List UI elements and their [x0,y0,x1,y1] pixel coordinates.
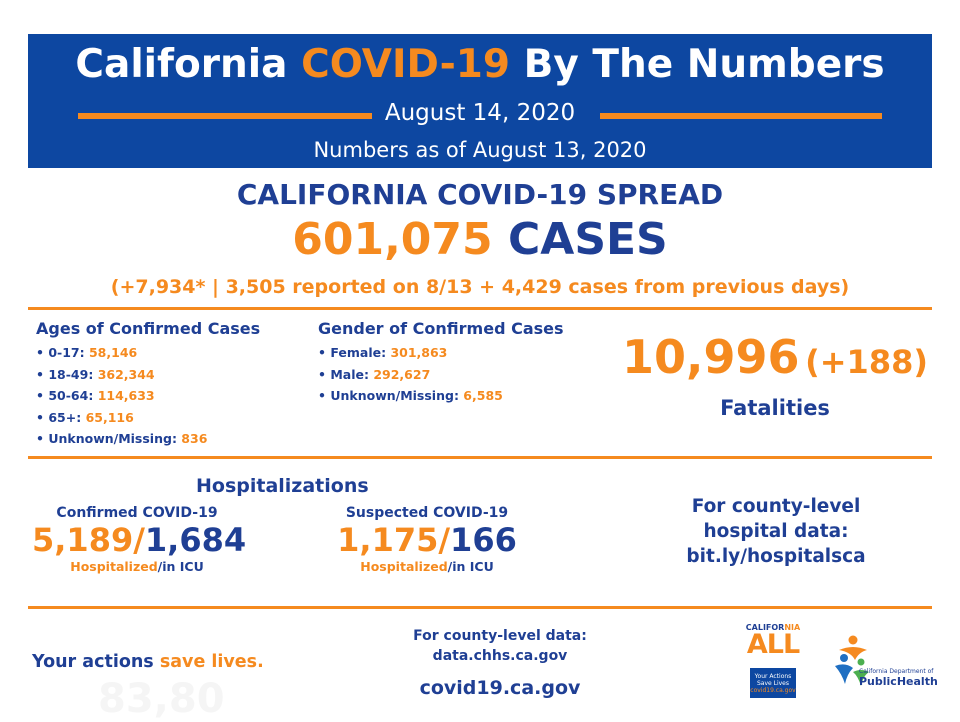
suspected-caption: Hospitalized/in ICU [360,559,494,574]
county-data-line1: For county-level data: [413,628,587,644]
county-hospital-line2: hospital data: [703,521,849,542]
list-item: • 18-49: 362,344 [36,366,155,382]
cases-total: 601,075 CASES [0,214,960,265]
divider [28,606,932,609]
county-data-link[interactable]: data.chhs.ca.gov [432,648,568,664]
confirmed-hosp: Confirmed COVID-19 5,189/1,684 Hospitali… [32,505,247,574]
gender-section: Gender of Confirmed Cases • Female: 301,… [318,319,564,407]
logo-tagline-box: Your Actions Save Lives covid19.ca.gov [750,668,796,698]
suspected-figures: 1,175/166 [337,521,517,559]
people-figures-icon [835,635,869,686]
list-item: • Female: 301,863 [318,345,448,360]
list-item: • Unknown/Missing: 836 [36,431,208,446]
header-banner: California COVID-19 By The Numbers Augus… [28,34,932,168]
gender-list: • Female: 301,863 • Male: 292,627 • Unkn… [318,342,564,407]
california-all-logo: CALIFORNIA ALL Your Actions Save Lives c… [743,623,803,699]
cases-detail: (+7,934* | 3,505 reported on 8/13 + 4,42… [110,276,850,298]
title-highlight: COVID-19 [301,42,511,87]
list-item: • 65+: 65,116 [36,409,134,425]
list-item: • 50-64: 114,633 [36,388,155,403]
report-date: August 14, 2020 [384,100,576,126]
data-as-of: Numbers as of August 13, 2020 [313,138,647,162]
suspected-subtitle: Suspected COVID-19 [345,505,509,521]
list-item: • Unknown/Missing: 6,585 [318,388,503,403]
gender-title: Gender of Confirmed Cases [318,319,564,338]
list-item: • Male: 292,627 [318,366,431,382]
slogan: Your actions save lives. [32,652,264,672]
fatalities-label: Fatalities [720,396,830,420]
divider [28,456,932,459]
suspected-hosp: Suspected COVID-19 1,175/166 Hospitalize… [322,505,532,574]
county-hospital-info: For county-level hospital data: bit.ly/h… [640,494,912,569]
spread-title: CALIFORNIA COVID-19 SPREAD [236,178,724,211]
county-data-info: For county-level data: data.chhs.ca.gov [380,626,620,666]
divider [28,307,932,310]
hospitalizations-title: Hospitalizations [196,475,369,497]
all-wordmark: ALL [746,629,800,660]
ages-title: Ages of Confirmed Cases [36,319,261,338]
ages-section: Ages of Confirmed Cases • 0-17: 58,146 •… [36,319,260,450]
cases-label: CASES [507,214,668,265]
hospital-data-link[interactable]: bit.ly/hospitalsca [686,546,866,567]
page-title: California COVID-19 By The Numbers [75,42,885,87]
fatalities-change: (+188) [805,343,928,381]
list-item: • 0-17: 58,146 [36,345,138,360]
website-link[interactable]: covid19.ca.gov [419,677,581,699]
confirmed-subtitle: Confirmed COVID-19 [56,505,218,521]
confirmed-caption: Hospitalized/in ICU [70,559,204,574]
fatalities-count: 10,996 (+188) [610,330,940,384]
divider-left [78,113,372,119]
county-hospital-line1: For county-level [691,496,861,517]
confirmed-figures: 5,189/1,684 [32,521,247,559]
cases-number: 601,075 [292,214,493,265]
cdph-department-text: California Department of [859,668,934,675]
california-wordmark: CALIFORNIA [745,623,801,632]
faint-background-text: 83,80 [98,676,225,722]
ages-list: • 0-17: 58,146 • 18-49: 362,344 • 50-64:… [36,342,260,450]
fatalities-number: 10,996 [622,330,800,384]
cdph-name: PublicHealth [859,675,938,688]
divider-right [600,113,882,119]
cdph-logo: California Department of PublicHealth [833,630,938,692]
